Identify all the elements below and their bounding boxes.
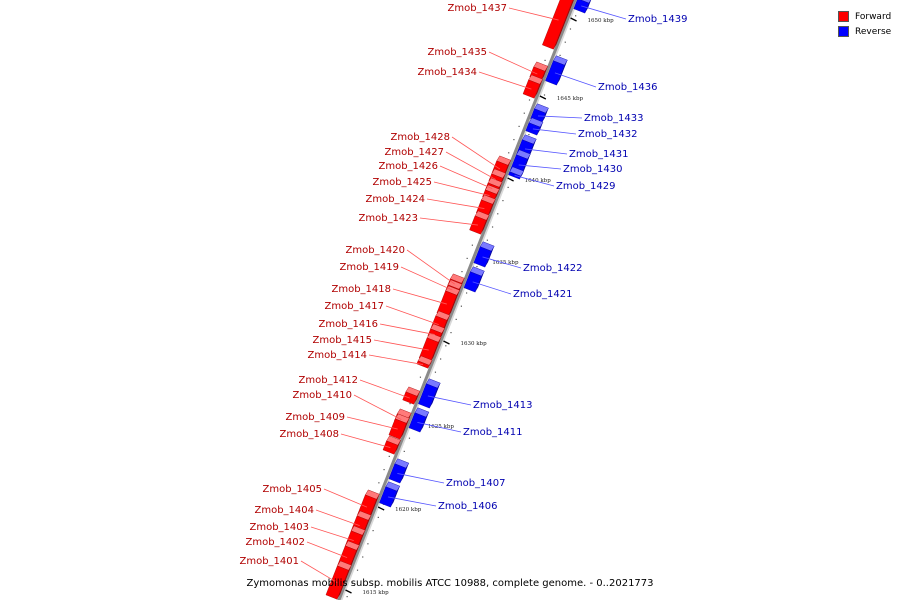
gene-label: Zmob_1409 bbox=[285, 412, 345, 423]
gene-label: Zmob_1402 bbox=[245, 537, 305, 548]
tick-label: 1625 kbp bbox=[428, 424, 455, 430]
tick-mark bbox=[377, 506, 385, 511]
gene-zmob-1406[interactable] bbox=[379, 481, 401, 508]
gene-label: Zmob_1401 bbox=[239, 556, 299, 567]
gene-label: Zmob_1416 bbox=[318, 319, 378, 330]
gene-label: Zmob_1422 bbox=[523, 263, 583, 274]
legend-label-reverse: Reverse bbox=[855, 26, 892, 37]
gene-zmob-1401[interactable] bbox=[325, 560, 352, 600]
gene-label: Zmob_1414 bbox=[307, 350, 367, 361]
gene-label: Zmob_1405 bbox=[262, 484, 322, 495]
gene-label: Zmob_1408 bbox=[279, 429, 339, 440]
gene-label: Zmob_1430 bbox=[563, 164, 623, 175]
tick-label: 1615 kbp bbox=[363, 590, 390, 596]
tick-label: 1650 kbp bbox=[588, 18, 615, 24]
gene-label: Zmob_1435 bbox=[427, 47, 487, 58]
tick-mark bbox=[443, 340, 450, 345]
tick-label: 1635 kbp bbox=[492, 260, 519, 266]
reverse-swatch bbox=[838, 26, 849, 37]
legend-label-forward: Forward bbox=[855, 11, 892, 22]
gene-label: Zmob_1431 bbox=[569, 149, 629, 160]
gene-label: Zmob_1404 bbox=[254, 505, 314, 516]
gene-label: Zmob_1428 bbox=[390, 132, 450, 143]
gene-label: Zmob_1420 bbox=[345, 245, 405, 256]
gene-label: Zmob_1429 bbox=[556, 181, 616, 192]
gene-zmob-1439[interactable] bbox=[573, 0, 592, 14]
forward-swatch bbox=[838, 11, 849, 22]
gene-label: Zmob_1403 bbox=[249, 522, 309, 533]
gene-label: Zmob_1434 bbox=[417, 67, 477, 78]
gene-label: Zmob_1425 bbox=[372, 177, 432, 188]
tick-mark bbox=[570, 17, 577, 22]
gene-label: Zmob_1411 bbox=[463, 427, 523, 438]
gene-zmob-1411[interactable] bbox=[408, 407, 430, 433]
gene-label: Zmob_1415 bbox=[312, 335, 372, 346]
gene-label: Zmob_1433 bbox=[584, 113, 644, 124]
gene-label: Zmob_1436 bbox=[598, 82, 658, 93]
legend-item-reverse: Reverse bbox=[838, 24, 891, 39]
tick-label: 1645 kbp bbox=[557, 96, 584, 102]
gene-label: Zmob_1417 bbox=[324, 301, 384, 312]
tick-label: 1640 kbp bbox=[525, 178, 552, 184]
gene-label: Zmob_1432 bbox=[578, 129, 638, 140]
legend: Forward Reverse bbox=[838, 9, 891, 39]
gene-label: Zmob_1427 bbox=[384, 147, 444, 158]
gene-label: Zmob_1410 bbox=[292, 390, 352, 401]
gene-zmob-1418[interactable] bbox=[436, 285, 461, 318]
gene-label: Zmob_1419 bbox=[339, 262, 399, 273]
tick-mark bbox=[539, 95, 547, 100]
gene-label: Zmob_1426 bbox=[378, 161, 438, 172]
gene-label: Zmob_1421 bbox=[513, 289, 573, 300]
tick-label: 1630 kbp bbox=[460, 341, 487, 347]
gene-label: Zmob_1413 bbox=[473, 400, 533, 411]
gene-label: Zmob_1439 bbox=[628, 14, 688, 25]
tick-mark bbox=[345, 589, 352, 594]
backbone bbox=[335, 0, 579, 604]
gene-label: Zmob_1423 bbox=[358, 213, 418, 224]
gene-label: Zmob_1406 bbox=[438, 501, 498, 512]
legend-item-forward: Forward bbox=[838, 9, 891, 24]
gene-label: Zmob_1412 bbox=[298, 375, 358, 386]
gene-label: Zmob_1437 bbox=[447, 3, 507, 14]
genome-caption: Zymomonas mobilis subsp. mobilis ATCC 10… bbox=[246, 578, 654, 589]
gene-zmob-1437[interactable] bbox=[542, 0, 577, 50]
tick-mark bbox=[507, 177, 514, 182]
gene-label: Zmob_1418 bbox=[331, 284, 391, 295]
gene-label: Zmob_1424 bbox=[365, 194, 425, 205]
gene-label: Zmob_1407 bbox=[446, 478, 506, 489]
gene-labels: Zmob_1437 Zmob_1439 Zmob_1435 Zmob_1434 Zmob… bbox=[239, 3, 688, 583]
tick-label: 1620 kbp bbox=[395, 507, 422, 513]
